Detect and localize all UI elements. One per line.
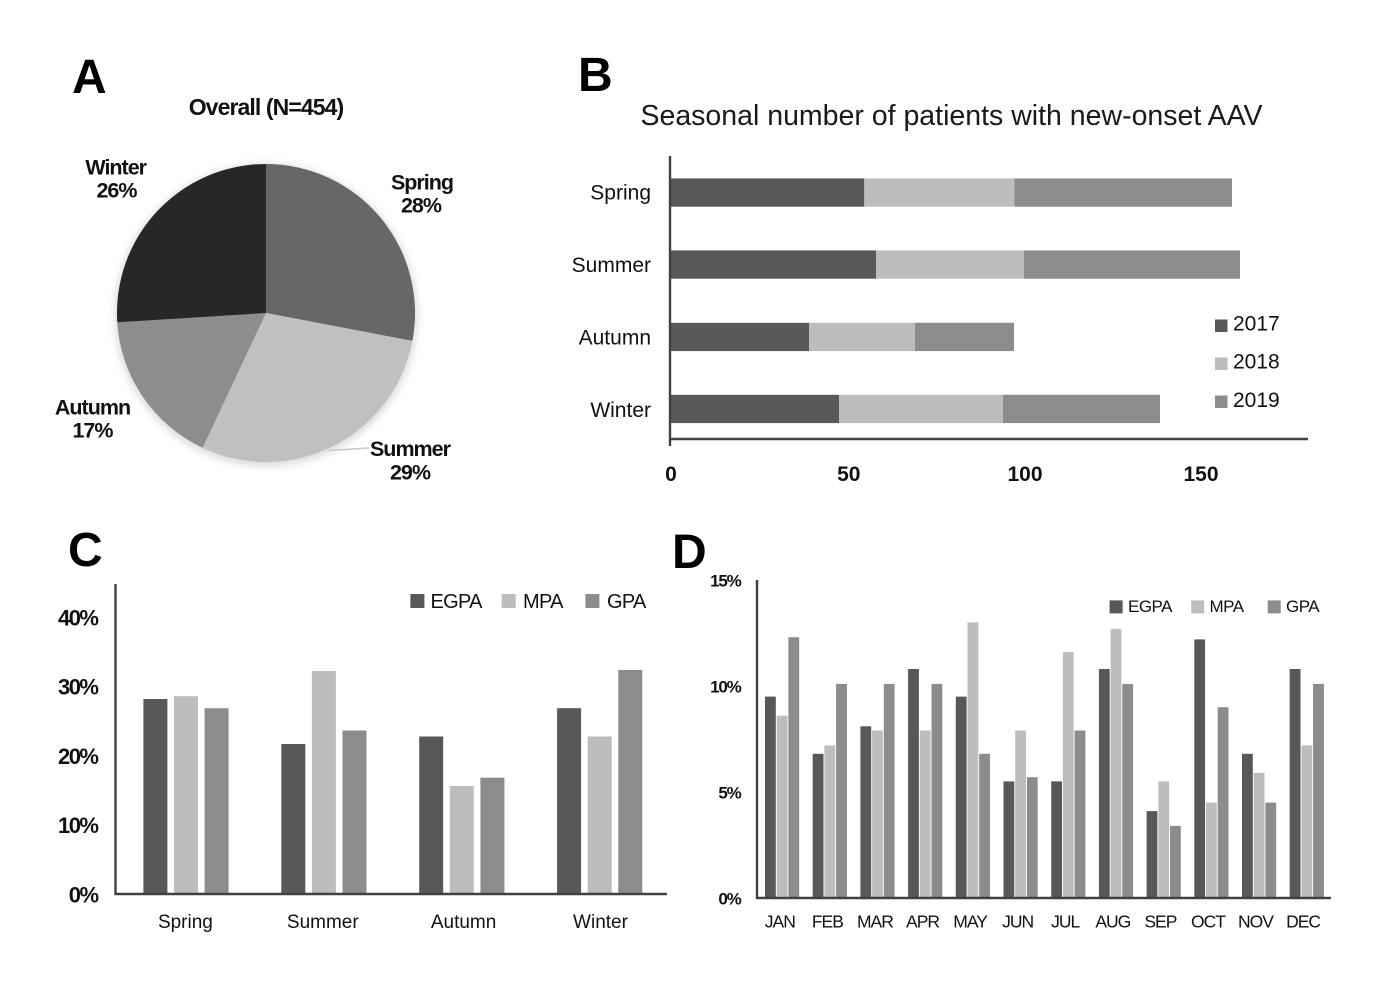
svg-text:Autumn: Autumn <box>431 912 496 933</box>
svg-text:2018: 2018 <box>1233 351 1280 374</box>
svg-text:30%: 30% <box>58 675 98 700</box>
svg-text:SEP: SEP <box>1144 912 1176 932</box>
svg-text:A: A <box>72 51 107 104</box>
svg-text:Spring: Spring <box>391 171 453 195</box>
svg-text:APR: APR <box>906 912 939 932</box>
svg-text:2019: 2019 <box>1233 389 1280 412</box>
svg-text:Autumn: Autumn <box>579 326 651 349</box>
svg-text:Winter: Winter <box>85 156 147 180</box>
svg-text:15%: 15% <box>710 572 742 591</box>
svg-text:MPA: MPA <box>1210 597 1245 616</box>
svg-text:C: C <box>68 524 103 577</box>
svg-text:28%: 28% <box>401 194 442 218</box>
svg-text:100: 100 <box>1007 463 1042 486</box>
svg-text:MPA: MPA <box>523 591 564 613</box>
svg-text:EGPA: EGPA <box>1128 597 1173 616</box>
svg-text:10%: 10% <box>710 678 742 697</box>
svg-text:5%: 5% <box>718 784 741 803</box>
svg-text:D: D <box>672 526 707 579</box>
svg-text:NOV: NOV <box>1238 912 1274 932</box>
svg-text:Winter: Winter <box>590 399 651 422</box>
svg-text:20%: 20% <box>58 744 98 769</box>
svg-text:GPA: GPA <box>607 591 647 613</box>
svg-text:Winter: Winter <box>573 912 629 933</box>
svg-text:0: 0 <box>665 463 677 486</box>
svg-text:17%: 17% <box>72 419 113 443</box>
svg-text:0%: 0% <box>718 890 741 909</box>
svg-text:GPA: GPA <box>1286 597 1320 616</box>
svg-text:MAY: MAY <box>953 912 988 932</box>
svg-text:Seasonal number of patients wi: Seasonal number of patients with new-ons… <box>640 100 1262 132</box>
svg-text:EGPA: EGPA <box>431 591 484 613</box>
svg-text:Summer: Summer <box>370 437 452 461</box>
svg-text:26%: 26% <box>96 179 137 203</box>
svg-text:JUL: JUL <box>1051 912 1080 932</box>
svg-text:OCT: OCT <box>1191 912 1226 932</box>
svg-text:Spring: Spring <box>158 912 213 933</box>
svg-text:Spring: Spring <box>590 181 651 204</box>
svg-text:Summer: Summer <box>287 912 359 933</box>
svg-text:Overall (N=454): Overall (N=454) <box>189 94 344 120</box>
svg-text:10%: 10% <box>58 813 98 838</box>
svg-text:B: B <box>578 49 613 102</box>
svg-text:29%: 29% <box>390 461 431 485</box>
svg-text:Autumn: Autumn <box>55 396 130 420</box>
svg-text:Summer: Summer <box>572 254 651 277</box>
svg-text:JUN: JUN <box>1002 912 1033 932</box>
svg-text:FEB: FEB <box>812 912 843 932</box>
svg-text:50: 50 <box>837 463 860 486</box>
svg-text:150: 150 <box>1183 463 1218 486</box>
svg-text:0%: 0% <box>69 882 99 907</box>
svg-text:AUG: AUG <box>1095 912 1130 932</box>
svg-text:DEC: DEC <box>1286 912 1320 932</box>
svg-text:2017: 2017 <box>1233 313 1280 336</box>
svg-text:40%: 40% <box>58 605 98 630</box>
svg-text:MAR: MAR <box>857 912 893 932</box>
svg-text:JAN: JAN <box>765 912 795 932</box>
